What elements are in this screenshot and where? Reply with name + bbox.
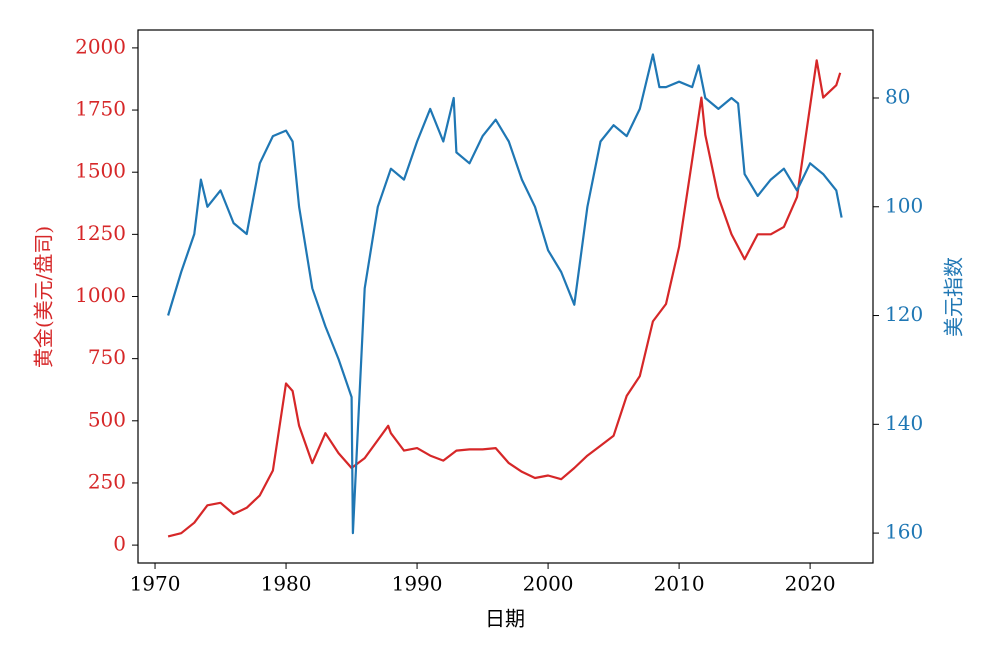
y-tick-label: 2000	[75, 34, 126, 58]
y2-axis-label: 美元指数	[942, 257, 966, 337]
y-tick-label: 750	[88, 345, 126, 369]
x-tick-label: 1970	[130, 572, 181, 596]
x-tick-label: 2020	[785, 572, 836, 596]
plot-frame	[137, 29, 874, 564]
y-tick-label: 1000	[75, 283, 126, 307]
x-tick-label: 1990	[392, 572, 443, 596]
x-tick-label: 2000	[523, 572, 574, 596]
y2-tick-label: 100	[885, 193, 923, 217]
y2-tick-label: 80	[885, 84, 910, 108]
y-tick-label: 250	[88, 469, 126, 493]
y2-tick-label: 160	[885, 520, 923, 544]
y2-tick-label: 120	[885, 302, 923, 326]
y-tick-label: 1750	[75, 97, 126, 121]
y2-tick-label: 140	[885, 411, 923, 435]
y-tick-label: 500	[88, 407, 126, 431]
y-axis-label: 黄金(美元/盘司)	[32, 226, 56, 368]
x-tick-label: 1980	[261, 572, 312, 596]
data-line	[167, 59, 842, 538]
y-tick-label: 0	[113, 532, 126, 556]
x-tick-label: 2010	[654, 572, 705, 596]
y-tick-label: 1500	[75, 159, 126, 183]
y-tick-label: 1250	[75, 221, 126, 245]
x-axis-label: 日期	[485, 607, 525, 631]
data-line	[167, 53, 843, 535]
